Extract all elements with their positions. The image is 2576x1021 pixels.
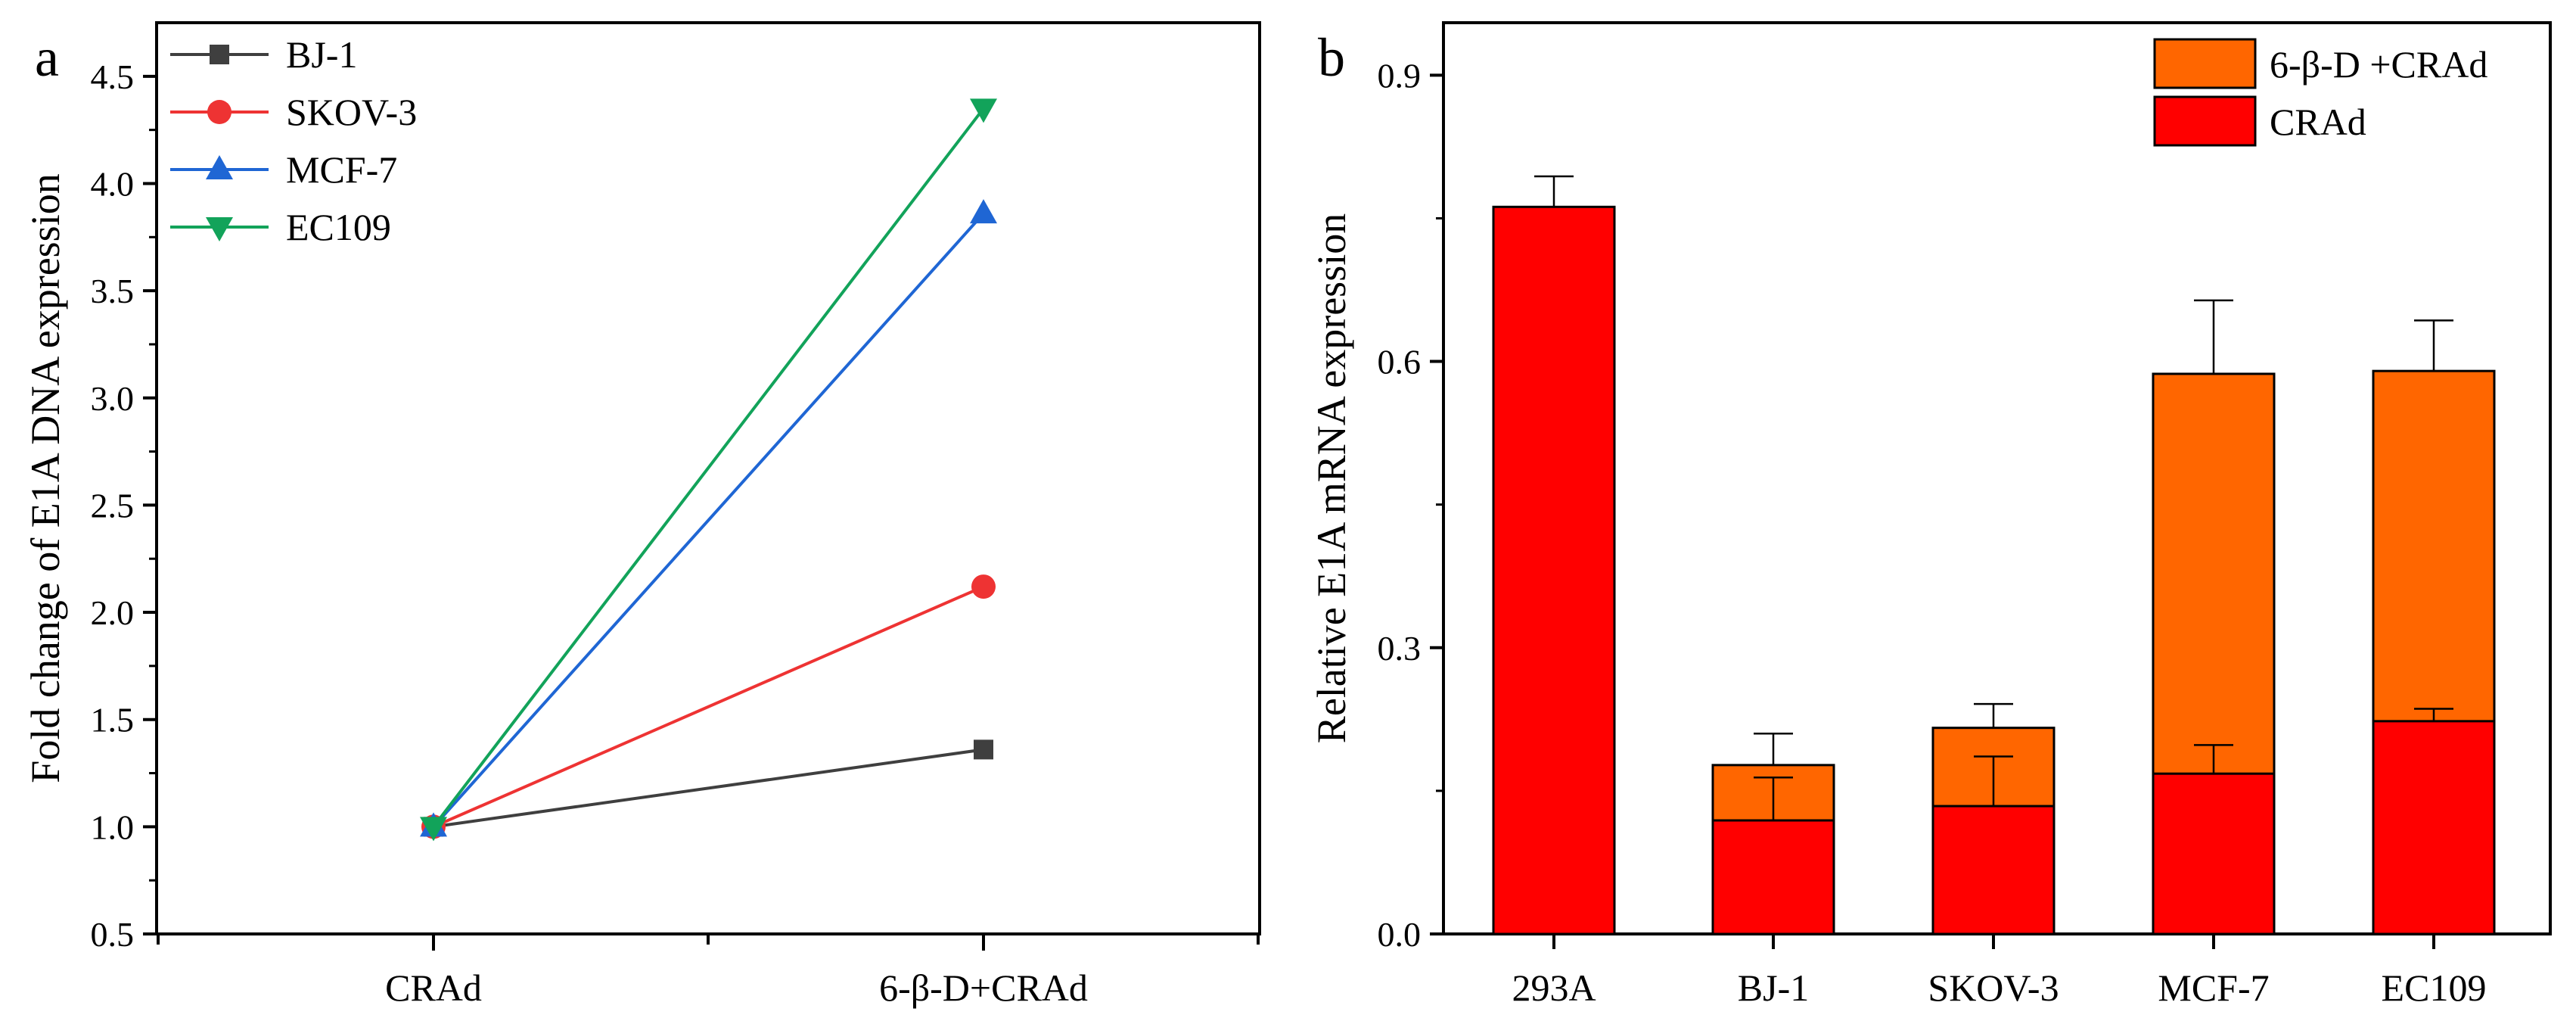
panel-b-bars [1492, 175, 2496, 935]
legend-item: SKOV-3 [170, 91, 417, 133]
series-line [432, 212, 985, 828]
series-mcf-7 [420, 199, 997, 837]
x-tick-label: 6-β-D+CRAd [879, 967, 1088, 1009]
marker-triangle-down [420, 817, 447, 842]
marker-square [974, 739, 993, 760]
y-tick-label: 0.5 [91, 915, 135, 954]
panel-b-letter: b [1318, 27, 1345, 88]
legend-item: 6-β-D +CRAd [2153, 38, 2487, 89]
panel-b-bar-chart: b 0.00.30.60.9 293A BJ-1 SKOV-3 MCF-7 EC109 … [1309, 21, 2552, 1009]
y-tick-label: 3.5 [91, 272, 135, 310]
x-tick-label: MCF-7 [2158, 967, 2269, 1009]
panel-a-x-axis: CRAd 6-β-D+CRAd [157, 934, 1260, 1009]
y-tick-label: 2.5 [91, 486, 135, 525]
series-line [433, 585, 984, 829]
series-line [433, 748, 984, 829]
y-tick-label: 0.0 [1378, 915, 1422, 954]
panel-a-legend: BJ-1 SKOV-3 MCF-7 EC109 [170, 33, 417, 248]
y-tick-label: 3.0 [91, 379, 135, 418]
panel-a-letter: a [35, 27, 59, 88]
x-tick-label: SKOV-3 [1928, 967, 2059, 1009]
legend-item: MCF-7 [170, 148, 397, 191]
panel-b-legend: 6-β-D +CRAd CRAd [2153, 38, 2487, 147]
panel-a-y-axis: 0.5 1.0 1.5 2.0 2.5 3.0 3.5 4.0 4.5 [91, 58, 157, 954]
legend-label: CRAd [2270, 101, 2366, 143]
panel-b-x-axis: 293A BJ-1 SKOV-3 MCF-7 EC109 [1512, 934, 2486, 1009]
marker-circle [207, 100, 231, 124]
panel-a-series [420, 98, 997, 842]
y-tick-label: 1.5 [91, 701, 135, 739]
series-ec109 [420, 98, 997, 842]
marker-triangle-up [970, 199, 997, 224]
y-tick-label: 2.0 [91, 593, 135, 632]
x-tick-label: EC109 [2382, 967, 2487, 1009]
bar [1492, 205, 1616, 935]
bar-series-cradd [1492, 175, 2496, 935]
marker-square [210, 45, 229, 64]
panel-b-y-axis: 0.0 0.3 0.6 0.9 [1378, 56, 1443, 954]
series-line [432, 107, 985, 828]
series-skov-3 [421, 574, 996, 839]
marker-triangle-down [970, 98, 997, 123]
y-tick-label: 4.5 [91, 58, 135, 96]
x-tick-label: CRAd [385, 967, 482, 1009]
marker-triangle-down [206, 217, 233, 241]
y-tick-label: 4.0 [91, 164, 135, 203]
legend-label: 6-β-D +CRAd [2270, 43, 2487, 86]
legend-item: CRAd [2153, 95, 2366, 147]
bar [2152, 772, 2276, 935]
panel-b-y-axis-title: Relative E1A mRNA expression [1309, 213, 1354, 743]
bar [1931, 805, 2056, 935]
y-tick-label: 1.0 [91, 808, 135, 846]
legend-swatch [2153, 38, 2257, 89]
legend-item: BJ-1 [170, 33, 357, 76]
legend-item: EC109 [170, 206, 391, 248]
legend-label: MCF-7 [286, 148, 397, 191]
y-tick-label: 0.3 [1378, 629, 1422, 668]
y-tick-label: 0.9 [1378, 56, 1422, 95]
series-bj-1 [424, 739, 993, 837]
legend-label: EC109 [286, 206, 391, 248]
bar [2372, 720, 2496, 935]
marker-circle [971, 574, 996, 599]
marker-triangle-up [206, 155, 233, 179]
legend-label: SKOV-3 [286, 91, 417, 133]
panel-a-y-axis-title: Fold change of E1A DNA expression [23, 173, 68, 783]
legend-label: BJ-1 [286, 33, 357, 76]
legend-swatch [2153, 95, 2257, 147]
y-tick-label: 0.6 [1378, 343, 1422, 381]
panel-a-line-chart: a 0.5 1.0 1.5 2.0 2.5 3.0 3.5 4.0 4.5 CRAd 6-β-D+… [23, 21, 1261, 1009]
x-tick-label: 293A [1512, 967, 1596, 1009]
bar [1711, 819, 1835, 935]
x-tick-label: BJ-1 [1738, 967, 1809, 1009]
